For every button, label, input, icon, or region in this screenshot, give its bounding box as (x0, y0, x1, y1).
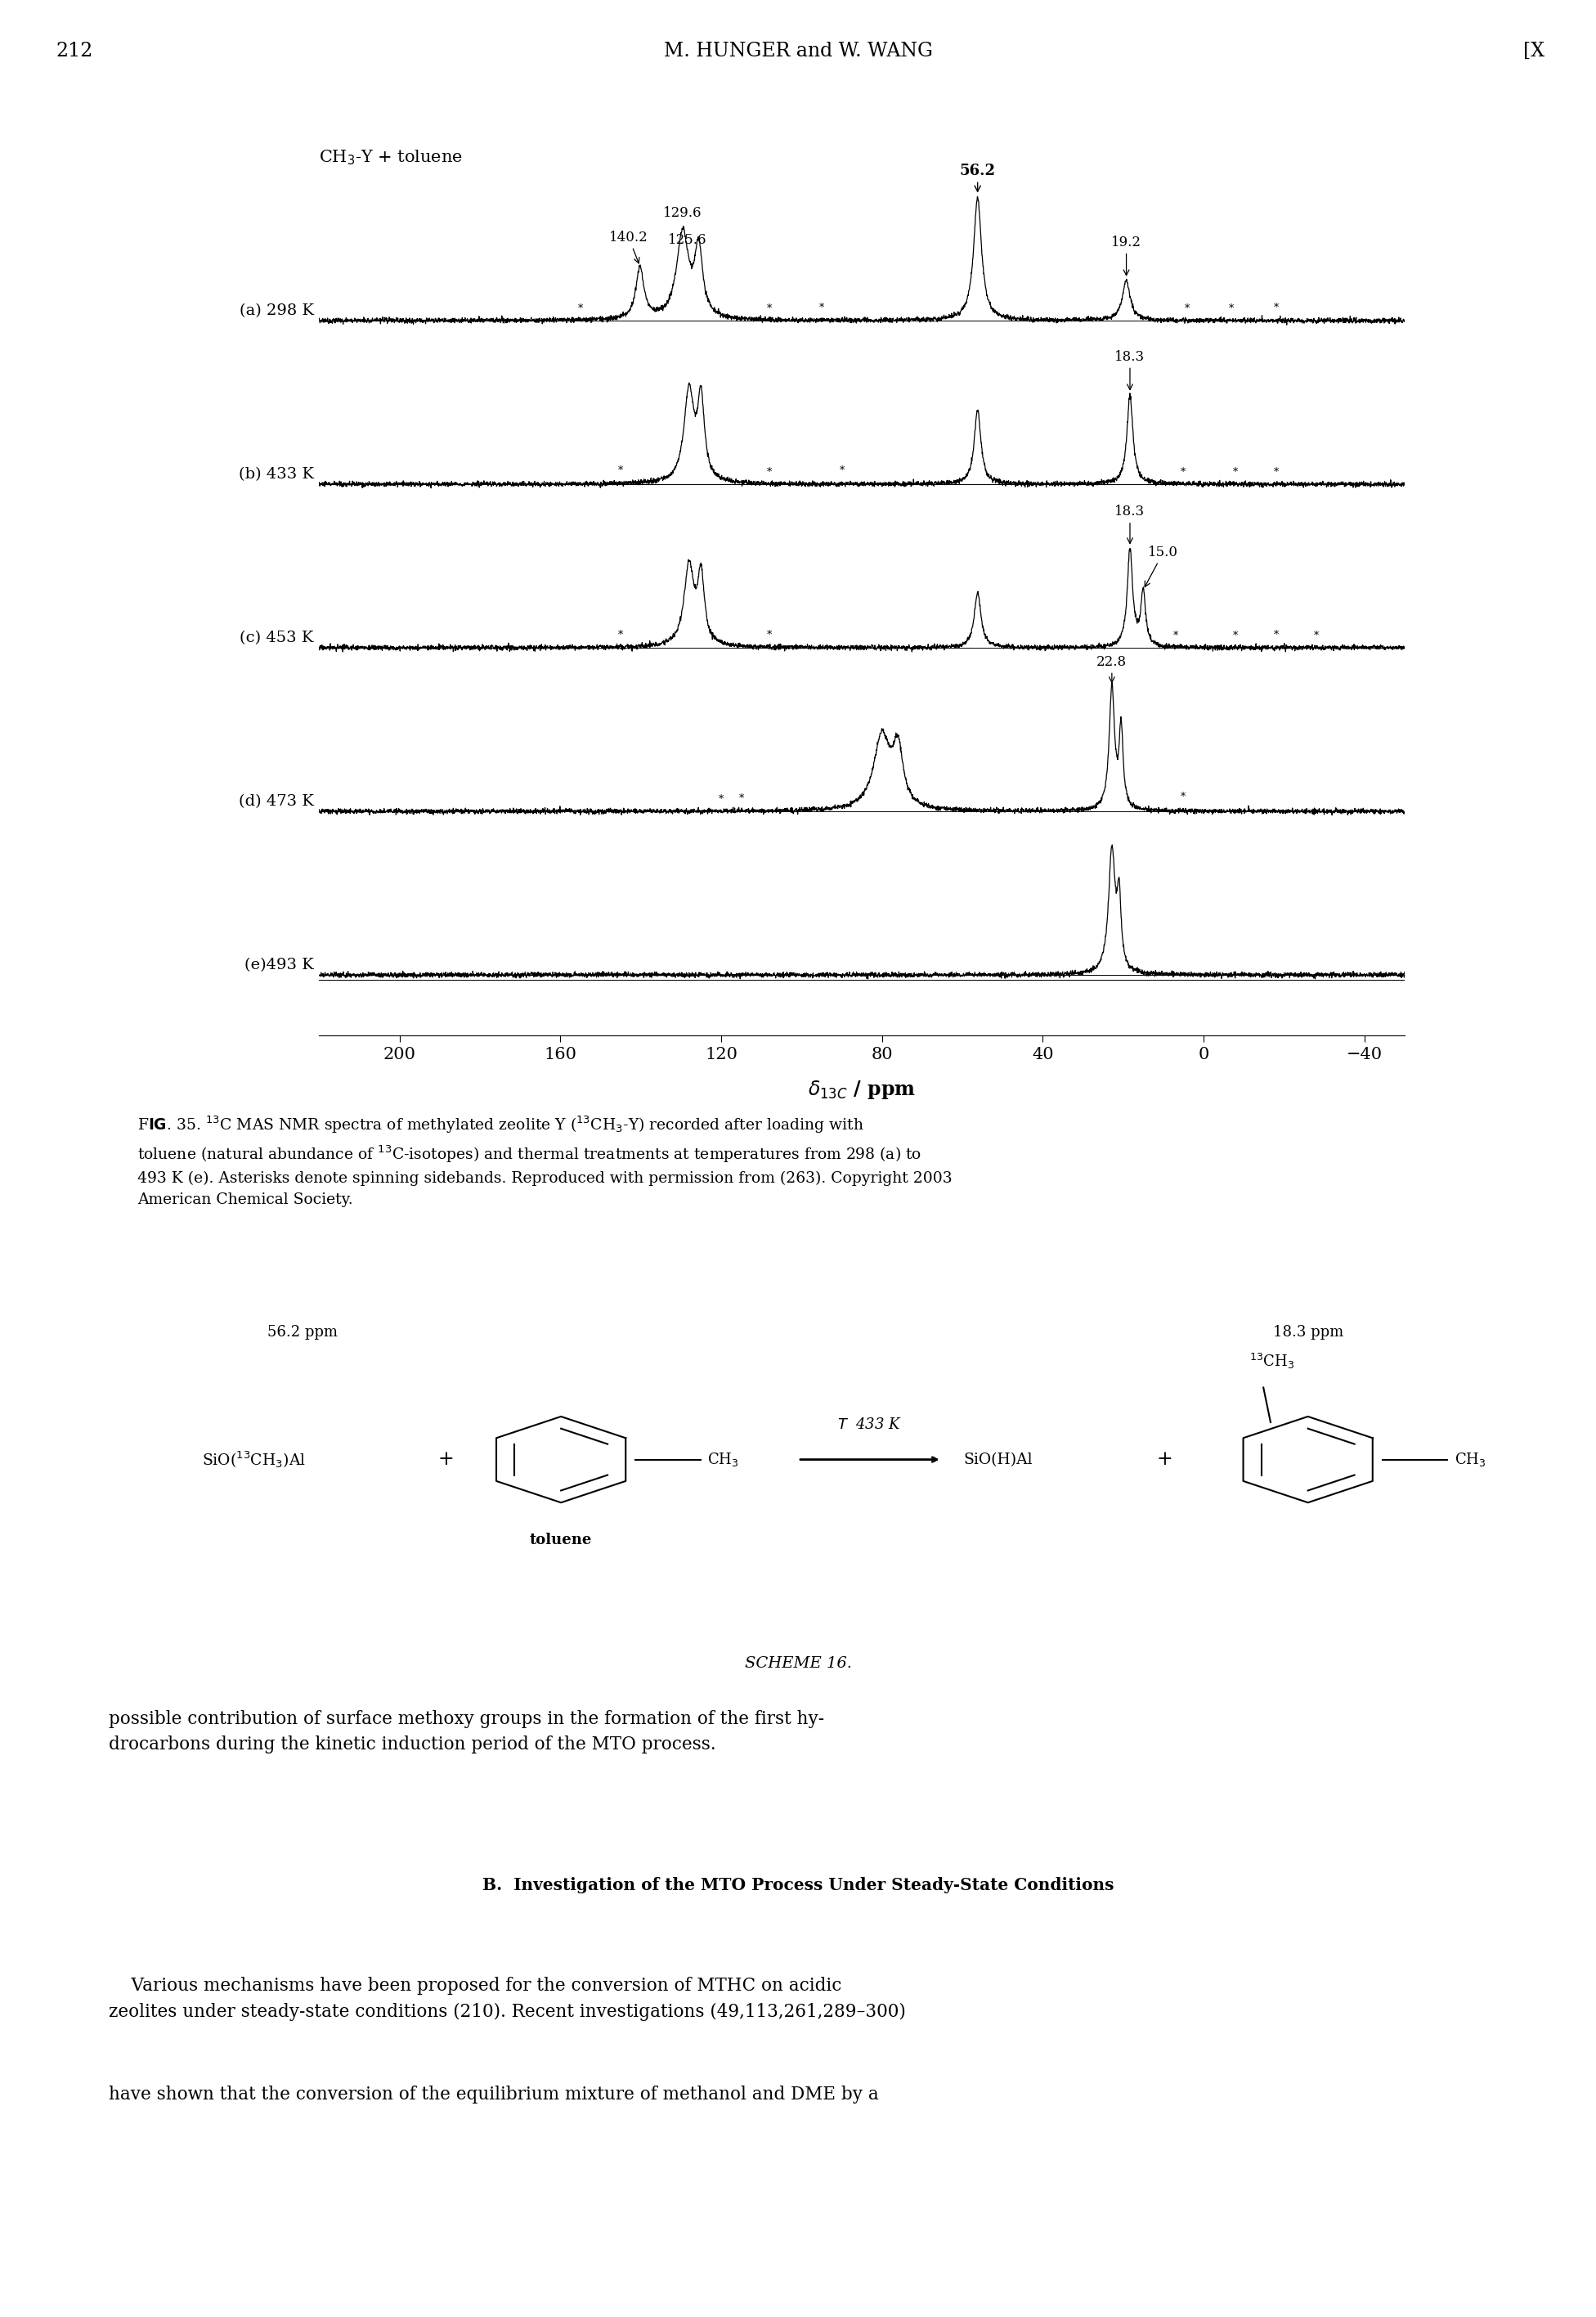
Text: toluene: toluene (530, 1532, 592, 1548)
Text: 56.2: 56.2 (959, 162, 996, 192)
Text: 22.8: 22.8 (1096, 656, 1127, 684)
Text: 19.2: 19.2 (1111, 236, 1141, 276)
Text: *: * (1234, 630, 1238, 642)
Text: (c) 453 K: (c) 453 K (239, 630, 314, 646)
Text: $\delta_{13C}$ / ppm: $\delta_{13C}$ / ppm (808, 1080, 916, 1101)
Text: *: * (1181, 792, 1186, 802)
Text: $^{13}$CH$_3$: $^{13}$CH$_3$ (1250, 1353, 1294, 1372)
Text: B.  Investigation of the MTO Process Under Steady-State Conditions: B. Investigation of the MTO Process Unde… (482, 1877, 1114, 1893)
Text: 125.6: 125.6 (669, 234, 707, 248)
Text: *: * (1234, 468, 1238, 477)
Text: *: * (1274, 468, 1278, 477)
Text: (a) 298 K: (a) 298 K (239, 304, 314, 317)
Text: *: * (618, 630, 622, 639)
Text: *: * (1314, 630, 1318, 642)
Text: have shown that the conversion of the equilibrium mixture of methanol and DME by: have shown that the conversion of the eq… (109, 2085, 878, 2104)
Text: 18.3 ppm: 18.3 ppm (1272, 1325, 1344, 1339)
Text: *: * (1184, 304, 1191, 315)
Text: 212: 212 (56, 42, 93, 60)
Text: 18.3: 18.3 (1114, 350, 1144, 389)
Text: Various mechanisms have been proposed for the conversion of MTHC on acidic
zeoli: Various mechanisms have been proposed fo… (109, 1976, 905, 2020)
Text: *: * (766, 466, 772, 477)
Text: 140.2: 140.2 (610, 229, 648, 264)
Text: *: * (766, 630, 772, 639)
Text: 18.3: 18.3 (1114, 505, 1144, 544)
Text: SCHEME 16.: SCHEME 16. (744, 1657, 852, 1671)
Text: *: * (718, 795, 723, 804)
Text: F$\mathbf{IG}$. 35. $^{13}$C MAS NMR spectra of methylated zeolite Y ($^{13}$CH$: F$\mathbf{IG}$. 35. $^{13}$C MAS NMR spe… (137, 1114, 953, 1207)
Text: (e)493 K: (e)493 K (244, 957, 314, 973)
Text: 56.2 ppm: 56.2 ppm (267, 1325, 338, 1339)
Text: *: * (1229, 304, 1234, 315)
Text: (d) 473 K: (d) 473 K (239, 795, 314, 809)
Text: $T$  433 K: $T$ 433 K (838, 1418, 902, 1432)
Text: SiO(H)Al: SiO(H)Al (964, 1453, 1033, 1467)
Text: *: * (766, 304, 772, 315)
Text: *: * (618, 466, 622, 477)
Text: *: * (739, 792, 744, 804)
Text: *: * (1181, 466, 1186, 477)
Text: +: + (437, 1450, 455, 1469)
Text: *: * (1173, 630, 1178, 642)
Text: CH$_3$-Y + toluene: CH$_3$-Y + toluene (319, 148, 463, 167)
Text: *: * (1274, 630, 1278, 639)
Text: *: * (1274, 304, 1278, 313)
Text: *: * (578, 304, 583, 313)
Text: +: + (1156, 1450, 1173, 1469)
Text: *: * (839, 466, 844, 475)
Text: possible contribution of surface methoxy groups in the formation of the first hy: possible contribution of surface methoxy… (109, 1710, 824, 1754)
Text: (b) 433 K: (b) 433 K (238, 468, 314, 482)
Text: *: * (819, 304, 824, 313)
Text: M. HUNGER and W. WANG: M. HUNGER and W. WANG (664, 42, 932, 60)
Text: 15.0: 15.0 (1144, 544, 1178, 586)
Text: 129.6: 129.6 (664, 206, 702, 220)
Text: CH$_3$: CH$_3$ (707, 1450, 739, 1469)
Text: CH$_3$: CH$_3$ (1454, 1450, 1486, 1469)
Text: SiO($^{13}$CH$_3$)Al: SiO($^{13}$CH$_3$)Al (203, 1450, 306, 1469)
Text: [X: [X (1524, 42, 1545, 60)
